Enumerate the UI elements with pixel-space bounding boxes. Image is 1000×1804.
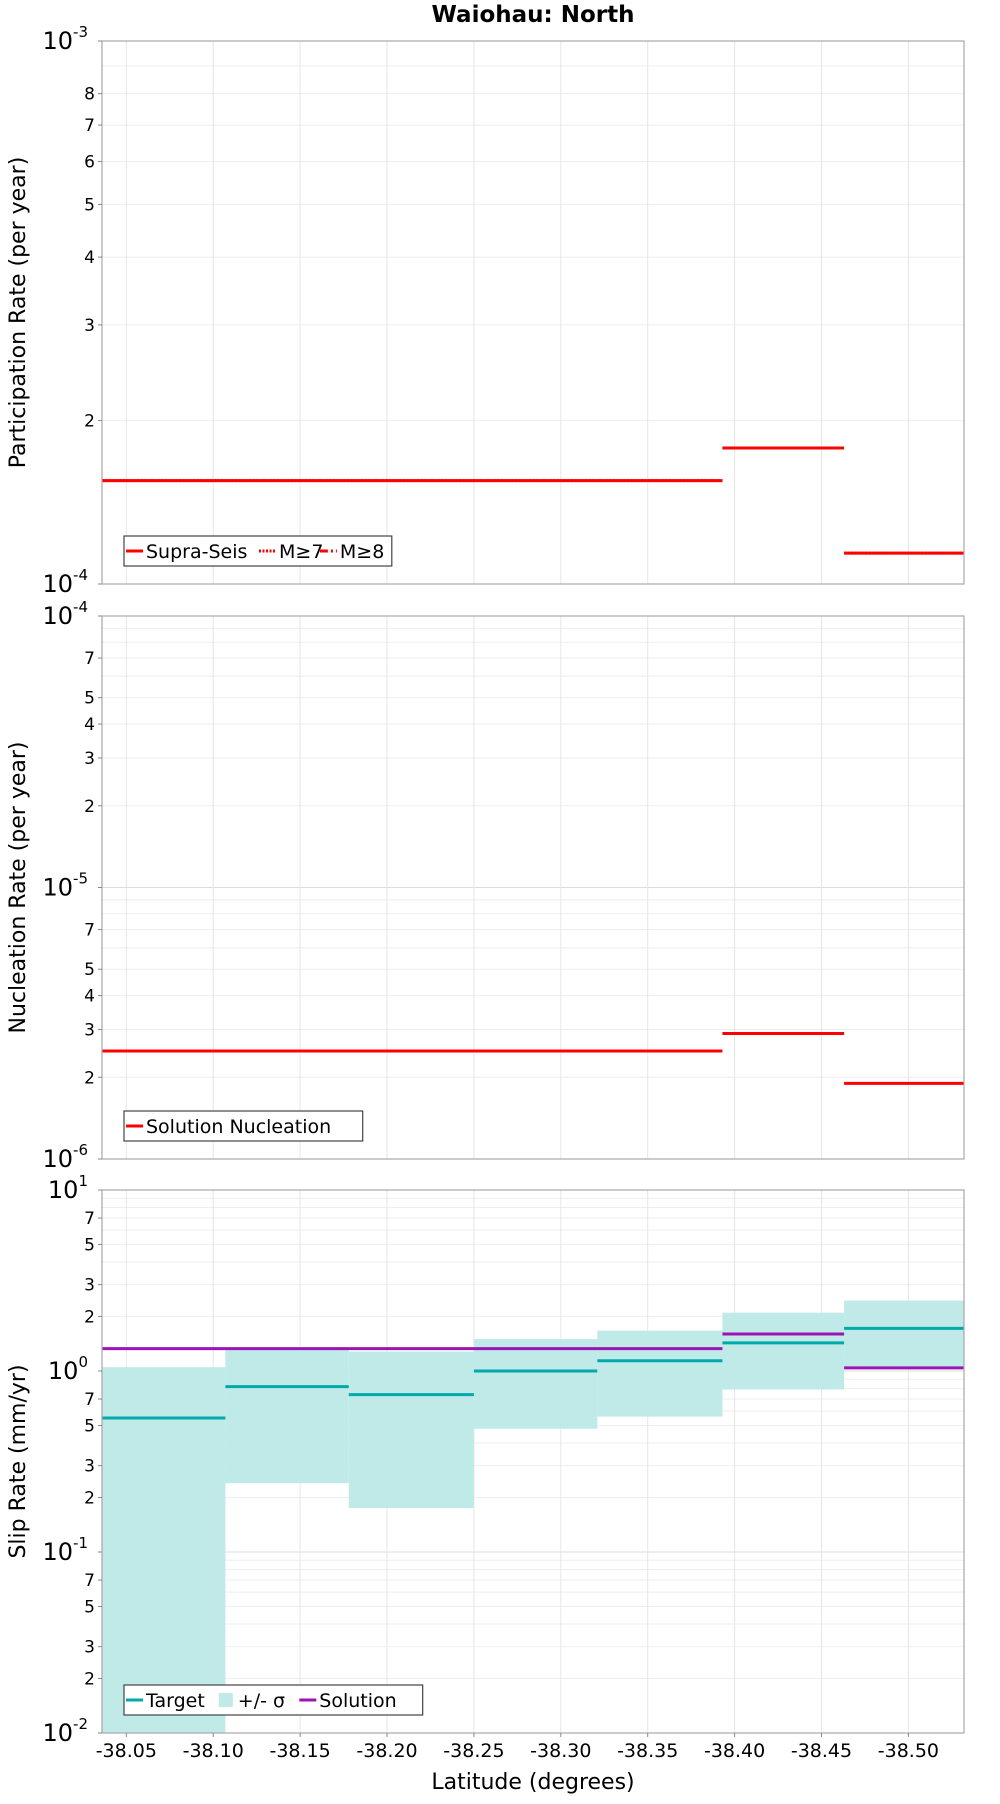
chart-title: Waiohau: North [432,2,635,28]
y-tick-label-decade: 100 [48,1353,88,1385]
legend-label: Solution [319,1690,396,1712]
y-tick-label: 5 [84,689,95,709]
legend: Solution Nucleation [123,1110,364,1142]
y-tick-label: 5 [84,960,95,980]
y-tick-label: 3 [84,316,95,336]
x-tick-label: -38.50 [878,1740,939,1762]
y-tick-exponent: -5 [73,870,88,888]
y-tick-label-decade: 10-4 [42,598,88,630]
y-tick-label: 3 [84,749,95,769]
y-tick-label: 6 [84,152,95,172]
y-tick-label: 2 [84,1670,95,1690]
y-tick-label: 5 [84,195,95,215]
y-tick-base: 10 [42,602,73,630]
y-tick-label: 7 [84,1571,95,1591]
y-tick-label: 3 [84,1020,95,1040]
y-tick-label: 7 [84,116,95,136]
y-tick-label: 3 [84,1457,95,1477]
y-tick-label: 7 [84,649,95,669]
y-tick-exponent: -4 [73,566,88,584]
y-tick-exponent: -2 [73,1715,88,1733]
x-tick-label: -38.15 [269,1740,330,1762]
y-tick-label: 2 [84,1308,95,1328]
y-tick-exponent: -1 [73,1534,88,1552]
legend-label: Solution Nucleation [146,1116,331,1138]
sigma-band-rect [348,1351,474,1509]
plot-frame [101,1189,965,1734]
y-tick-exponent: -6 [73,1141,88,1159]
x-tick-label: -38.25 [443,1740,504,1762]
sigma-band-rect [225,1347,349,1484]
legend-label: +/- σ [238,1690,285,1712]
y-tick-label: 5 [84,1235,95,1255]
sigma-band-rect [102,1367,226,1733]
y-tick-base: 10 [42,570,73,598]
sigma-band-rect [722,1312,845,1390]
y-tick-label: 2 [84,797,95,817]
legend: Target +/- σ Solution [123,1684,424,1716]
y-tick-base: 10 [48,1357,79,1385]
x-tick-label: -38.40 [704,1740,765,1762]
y-tick-label-decade: 10-1 [42,1534,88,1566]
y-tick-label: 7 [84,1209,95,1229]
y-axis-label: Participation Rate (per year) [6,157,31,469]
x-tick-label: -38.10 [183,1740,244,1762]
y-tick-exponent: -3 [73,23,88,41]
legend-box [123,1684,424,1716]
x-axis-label: Latitude (degrees) [431,1770,634,1795]
legend: Supra-Seis M≥7 M≥8 [123,535,393,567]
y-tick-base: 10 [42,27,73,55]
y-tick-label: 2 [84,1489,95,1509]
y-tick-label-decade: 10-5 [42,870,88,902]
x-tick-label: -38.35 [617,1740,678,1762]
legend-label: Target [145,1690,205,1712]
legend-box [123,535,393,567]
y-tick-label-decade: 10-3 [42,23,88,55]
y-tick-exponent: -4 [73,598,88,616]
sigma-band-rect [597,1330,723,1417]
x-tick-label: -38.30 [530,1740,591,1762]
y-tick-label: 4 [84,248,95,268]
y-tick-base: 10 [42,874,73,902]
y-tick-label: 7 [84,921,95,941]
x-tick-label: -38.45 [791,1740,852,1762]
y-tick-label: 4 [84,715,95,735]
y-tick-base: 10 [42,1719,73,1747]
y-tick-label: 2 [84,412,95,432]
y-axis-label: Slip Rate (mm/yr) [6,1364,31,1558]
y-axis-label: Nucleation Rate (per year) [6,742,31,1034]
y-tick-base: 10 [48,1176,79,1204]
legend-label: M≥7 [279,541,323,563]
sigma-band-rect [473,1339,598,1429]
y-tick-label: 3 [84,1638,95,1658]
legend-label: M≥8 [340,541,384,563]
y-tick-label: 5 [84,1416,95,1436]
y-tick-label-decade: 10-6 [42,1141,88,1173]
y-tick-label: 5 [84,1597,95,1617]
y-tick-label-decade: 10-2 [42,1715,88,1747]
y-tick-base: 10 [42,1538,73,1566]
y-tick-label-decade: 10-4 [42,566,88,598]
legend-label: Supra-Seis [146,541,247,563]
y-tick-exponent: 0 [78,1353,88,1371]
y-tick-label-decade: 101 [48,1172,88,1204]
legend-box [123,1110,364,1142]
legend-swatch [218,1693,233,1707]
y-tick-exponent: 1 [78,1172,88,1190]
y-tick-base: 10 [42,1145,73,1173]
sigma-band-rect [844,1300,964,1369]
x-tick-label: -38.20 [356,1740,417,1762]
y-tick-label: 7 [84,1390,95,1410]
y-tick-label: 4 [84,987,95,1007]
x-tick-label: -38.05 [96,1740,157,1762]
plot-frame [101,40,965,585]
y-tick-label: 3 [84,1276,95,1296]
y-tick-label: 8 [84,85,95,105]
y-tick-label: 2 [84,1068,95,1088]
